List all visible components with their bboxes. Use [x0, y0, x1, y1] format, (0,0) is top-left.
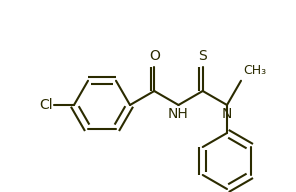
Text: N: N — [222, 107, 232, 121]
Text: O: O — [149, 49, 160, 63]
Text: NH: NH — [168, 107, 189, 121]
Text: CH₃: CH₃ — [243, 64, 266, 77]
Text: S: S — [198, 49, 207, 63]
Text: Cl: Cl — [39, 98, 53, 112]
